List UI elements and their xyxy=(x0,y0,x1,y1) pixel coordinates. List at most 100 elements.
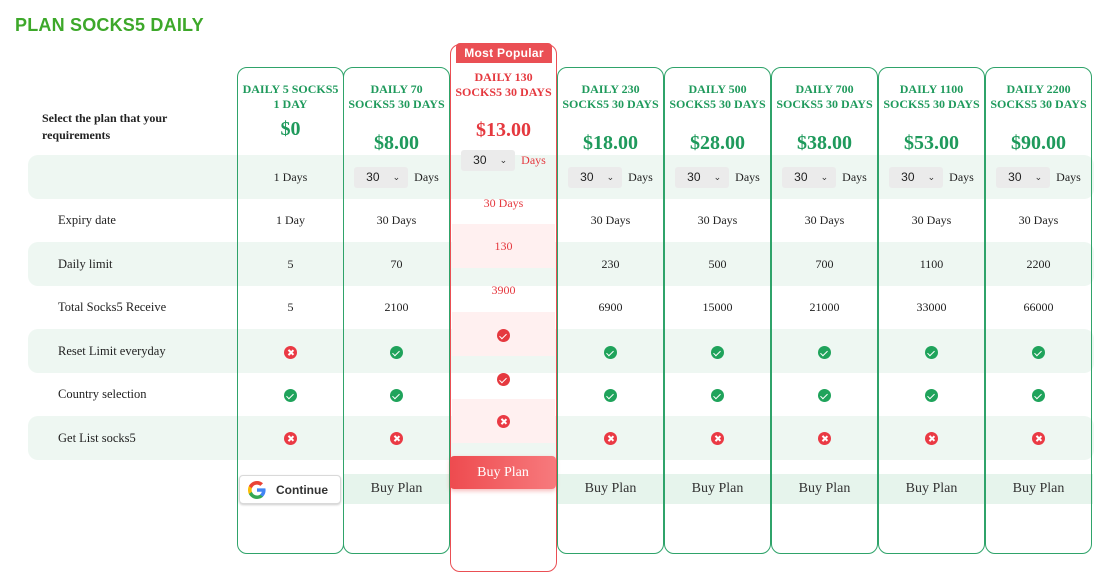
cell-total: 33000 xyxy=(916,300,947,314)
row-label-total: Total Socks5 Receive xyxy=(58,300,167,314)
cell-total: 3900 xyxy=(491,283,516,297)
days-select[interactable]: 30 ⌄ xyxy=(461,149,516,171)
cell-expiry: 30 Days xyxy=(911,213,952,227)
plan-card: DAILY 700 SOCKS5 30 DAYS $38.00 xyxy=(771,67,878,554)
row-label-list: Get List socks5 xyxy=(58,431,136,445)
duration-selector: 30 ⌄ Days xyxy=(985,166,1092,188)
cell-daily-limit: 700 xyxy=(815,257,834,271)
plan-price: $28.00 xyxy=(690,132,745,154)
buy-band xyxy=(771,474,879,504)
check-icon xyxy=(497,329,510,342)
buy-plan-button[interactable]: Buy Plan xyxy=(985,474,1092,504)
plan-card: DAILY 1100 SOCKS5 30 DAYS $53.00 xyxy=(878,67,985,554)
buy-plan-button[interactable]: Buy Plan xyxy=(771,474,878,504)
cell-expiry: 1 Day xyxy=(276,213,305,227)
cell-daily-limit: 130 xyxy=(494,239,513,253)
plan-name: DAILY 500 SOCKS5 30 DAYS xyxy=(669,82,766,111)
daily-limit-row-band xyxy=(28,242,1094,286)
plan-price: $0 xyxy=(280,118,301,140)
check-icon xyxy=(390,389,403,402)
google-continue-button[interactable]: Continue xyxy=(239,475,341,504)
check-icon xyxy=(497,373,510,386)
chevron-down-icon: ⌄ xyxy=(606,171,615,182)
days-select-value: 30 xyxy=(366,170,380,184)
plan-name: DAILY 1100 SOCKS5 30 DAYS xyxy=(883,82,980,111)
days-select-value: 30 xyxy=(687,170,701,184)
days-select-value: 30 xyxy=(794,170,808,184)
days-select[interactable]: 30 ⌄ xyxy=(568,166,623,188)
plan-name: DAILY 130 SOCKS5 30 DAYS xyxy=(455,70,552,99)
buy-plan-button[interactable]: Buy Plan xyxy=(343,474,450,504)
chevron-down-icon: ⌄ xyxy=(1034,171,1043,182)
most-popular-badge: Most Popular xyxy=(456,43,552,63)
plan-price: $8.00 xyxy=(374,132,419,154)
check-icon xyxy=(925,346,938,359)
days-select-value: 30 xyxy=(580,170,594,184)
google-icon xyxy=(248,480,266,499)
duration-selector: 30 ⌄ Days xyxy=(343,166,450,188)
buy-band xyxy=(985,474,1093,504)
buy-band xyxy=(557,474,665,504)
buy-plan-button[interactable]: Buy Plan xyxy=(557,474,664,504)
check-icon xyxy=(604,346,617,359)
page-title: PLAN SOCKS5 DAILY xyxy=(15,15,204,35)
cell-expiry: 30 Days xyxy=(590,213,631,227)
list-row-band xyxy=(28,416,1094,460)
cell-expiry: 30 Days xyxy=(697,213,738,227)
cell-total: 2100 xyxy=(384,300,409,314)
cell-daily-limit: 1100 xyxy=(919,257,944,271)
days-select-value: 30 xyxy=(1008,170,1022,184)
cross-icon xyxy=(284,346,297,359)
duration-selector: 30 ⌄ Days xyxy=(450,149,557,171)
buy-plan-button[interactable]: Buy Plan xyxy=(664,474,771,504)
plan-price: $38.00 xyxy=(797,132,852,154)
plan-card: DAILY 130 SOCKS5 30 DAYS $13.00 xyxy=(450,44,557,572)
continue-label: Continue xyxy=(276,482,328,497)
chevron-down-icon: ⌄ xyxy=(392,171,401,182)
popular-band xyxy=(452,224,555,268)
days-select[interactable]: 30 ⌄ xyxy=(782,166,837,188)
days-select[interactable]: 30 ⌄ xyxy=(889,166,944,188)
days-unit: Days xyxy=(414,169,439,184)
plan-name: DAILY 5 SOCKS5 1 DAY xyxy=(242,82,339,111)
cross-icon xyxy=(497,415,510,428)
chevron-down-icon: ⌄ xyxy=(713,171,722,182)
plan-price: $13.00 xyxy=(476,119,531,141)
cell-daily-limit: 5 xyxy=(287,257,294,271)
plan-card: DAILY 70 SOCKS5 30 DAYS $8.00 xyxy=(343,67,450,554)
days-select[interactable]: 30 ⌄ xyxy=(996,166,1051,188)
plan-card: DAILY 230 SOCKS5 30 DAYS $18.00 xyxy=(557,67,664,554)
reset-row-band xyxy=(28,329,1094,373)
buy-plan-button[interactable]: Buy Plan xyxy=(450,456,556,489)
cell-total: 6900 xyxy=(598,300,623,314)
duration-selector: 1 Days xyxy=(237,166,344,188)
days-select[interactable]: 30 ⌄ xyxy=(675,166,730,188)
days-select-value: 30 xyxy=(473,153,487,167)
cross-icon xyxy=(925,432,938,445)
days-unit: Days xyxy=(521,152,546,167)
cell-expiry: 30 Days xyxy=(376,213,417,227)
cell-daily-limit: 500 xyxy=(708,257,727,271)
days-select[interactable]: 30 ⌄ xyxy=(354,166,409,188)
chevron-down-icon: ⌄ xyxy=(499,154,508,165)
buy-band xyxy=(664,474,772,504)
duration-selector: 30 ⌄ Days xyxy=(771,166,878,188)
buy-plan-button[interactable]: Buy Plan xyxy=(878,474,985,504)
row-label-daily-limit: Daily limit xyxy=(58,257,113,271)
cell-total: 15000 xyxy=(702,300,733,314)
cross-icon xyxy=(604,432,617,445)
cross-icon xyxy=(818,432,831,445)
check-icon xyxy=(604,389,617,402)
cell-total: 5 xyxy=(287,300,294,314)
cross-icon xyxy=(284,432,297,445)
buy-band xyxy=(343,474,451,504)
plan-name: DAILY 700 SOCKS5 30 DAYS xyxy=(776,82,873,111)
plan-card: DAILY 2200 SOCKS5 30 DAYS $90.00 xyxy=(985,67,1092,554)
check-icon xyxy=(711,346,724,359)
row-label-expiry: Expiry date xyxy=(58,213,116,227)
days-unit: Days xyxy=(628,169,653,184)
duration-selector: 30 ⌄ Days xyxy=(878,166,985,188)
plan-name: DAILY 2200 SOCKS5 30 DAYS xyxy=(990,82,1087,111)
cross-icon xyxy=(1032,432,1045,445)
cell-daily-limit: 70 xyxy=(390,257,403,271)
